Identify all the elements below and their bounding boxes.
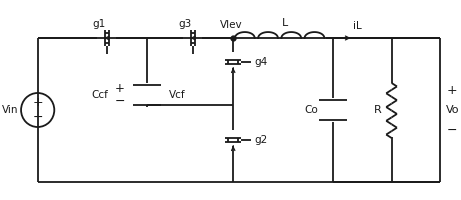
Text: g2: g2	[255, 135, 268, 145]
Text: g4: g4	[255, 57, 268, 67]
Text: Vcf: Vcf	[169, 90, 185, 100]
Text: Vo: Vo	[445, 105, 459, 115]
Text: −: −	[447, 123, 457, 136]
Text: −: −	[32, 110, 43, 123]
Text: +: +	[32, 97, 43, 110]
Text: Vlev: Vlev	[220, 20, 242, 30]
Text: g3: g3	[179, 19, 192, 29]
Text: +: +	[447, 84, 457, 97]
Text: Vin: Vin	[2, 105, 18, 115]
Text: L: L	[281, 18, 288, 28]
Text: −: −	[114, 95, 125, 108]
Text: Ccf: Ccf	[91, 90, 108, 100]
Text: iL: iL	[353, 21, 362, 31]
Text: g1: g1	[93, 19, 106, 29]
Text: Co: Co	[305, 105, 318, 115]
Text: +: +	[115, 82, 125, 96]
Text: R: R	[374, 105, 382, 115]
